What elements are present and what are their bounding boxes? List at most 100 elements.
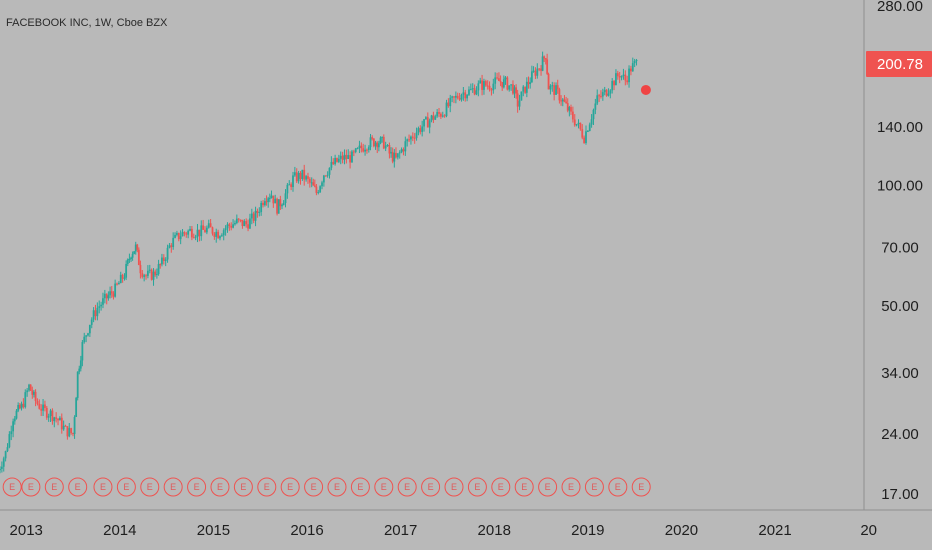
- candle-body: [439, 113, 442, 117]
- earnings-marker[interactable]: E: [187, 477, 207, 497]
- earnings-marker[interactable]: E: [68, 477, 88, 497]
- earnings-marker-label: E: [591, 482, 597, 492]
- candle-body: [262, 202, 264, 206]
- candle-body: [458, 98, 461, 100]
- candle-body: [571, 111, 574, 120]
- candle-body: [498, 78, 500, 82]
- candle-body: [94, 310, 97, 317]
- candle-body: [164, 259, 167, 262]
- candle-body: [453, 96, 455, 98]
- candle-body: [247, 224, 249, 229]
- candle-body: [546, 59, 549, 74]
- earnings-marker[interactable]: E: [444, 477, 464, 497]
- candle-body: [87, 333, 89, 336]
- earnings-marker[interactable]: E: [21, 477, 41, 497]
- earnings-marker[interactable]: E: [44, 477, 64, 497]
- earnings-marker[interactable]: E: [421, 477, 441, 497]
- earnings-marker[interactable]: E: [233, 477, 253, 497]
- earnings-marker-label: E: [9, 482, 15, 492]
- candle-body: [116, 283, 118, 285]
- earnings-marker[interactable]: E: [397, 477, 417, 497]
- candle-body: [466, 94, 469, 99]
- candle-body: [390, 151, 392, 154]
- candle-body: [622, 74, 625, 76]
- earnings-marker[interactable]: E: [257, 477, 277, 497]
- earnings-marker[interactable]: E: [631, 477, 651, 497]
- candle-body: [312, 182, 315, 186]
- earnings-marker[interactable]: E: [561, 477, 581, 497]
- earnings-marker[interactable]: E: [491, 477, 511, 497]
- earnings-marker-circle: [2, 477, 22, 497]
- candle-body: [456, 95, 459, 99]
- earnings-marker[interactable]: E: [304, 477, 324, 497]
- earnings-marker[interactable]: E: [116, 477, 136, 497]
- price-axis[interactable]: 280.00200.00140.00100.0070.0050.0034.002…: [877, 0, 923, 503]
- candle-body: [81, 342, 84, 361]
- earnings-marker-circle: [538, 477, 558, 497]
- candle-body: [345, 154, 348, 160]
- candle-body: [326, 174, 329, 176]
- earnings-marker[interactable]: E: [608, 477, 628, 497]
- earnings-marker[interactable]: E: [140, 477, 160, 497]
- candle-body: [630, 68, 632, 72]
- candle-body: [265, 201, 268, 203]
- candle-body: [356, 148, 359, 150]
- earnings-marker[interactable]: E: [584, 477, 604, 497]
- earnings-marker[interactable]: E: [210, 477, 230, 497]
- candle-body: [573, 119, 576, 126]
- candle-body: [468, 89, 470, 95]
- candle-body: [349, 155, 351, 163]
- projection-marker[interactable]: [640, 84, 651, 95]
- candle-body: [525, 81, 528, 93]
- time-axis[interactable]: 2013 2014 2015 2016 2017 2018 2019 2020 2021 20: [10, 522, 878, 539]
- candle-body: [631, 63, 634, 72]
- earnings-marker[interactable]: E: [2, 477, 22, 497]
- candle-body: [534, 70, 537, 76]
- earnings-marker[interactable]: E: [327, 477, 347, 497]
- candle-body: [234, 222, 236, 225]
- earnings-marker[interactable]: E: [374, 477, 394, 497]
- candle-body: [379, 137, 382, 144]
- earnings-marker-circle: [140, 477, 160, 497]
- earnings-marker-circle: [421, 477, 441, 497]
- candle-body: [477, 83, 480, 91]
- candle-body: [36, 400, 39, 404]
- candle-body: [42, 404, 44, 411]
- time-tick-label: 2015: [197, 522, 230, 539]
- candle-body: [18, 405, 21, 409]
- candle-body: [451, 96, 454, 98]
- candle-body: [268, 197, 271, 199]
- earnings-marker-label: E: [147, 482, 153, 492]
- candle-body: [202, 225, 205, 230]
- candle-body: [492, 83, 495, 91]
- earnings-marker[interactable]: E: [163, 477, 183, 497]
- candles-layer: [0, 51, 638, 474]
- earnings-marker[interactable]: E: [538, 477, 558, 497]
- earnings-marker[interactable]: E: [93, 477, 113, 497]
- candle-body: [24, 392, 27, 408]
- candle-body: [321, 182, 323, 187]
- earnings-marker-circle: [444, 477, 464, 497]
- candle-body: [68, 428, 71, 437]
- candle-body: [40, 408, 43, 411]
- candle-body: [192, 237, 195, 239]
- earnings-marker-label: E: [404, 482, 410, 492]
- candle-body: [166, 247, 169, 260]
- earnings-marker-circle: [327, 477, 347, 497]
- candle-body: [449, 97, 452, 107]
- candle-body: [279, 199, 282, 207]
- earnings-marker-label: E: [334, 482, 340, 492]
- earnings-marker[interactable]: E: [280, 477, 300, 497]
- candle-body: [609, 90, 612, 94]
- candle-body: [126, 259, 129, 264]
- candle-body: [179, 236, 182, 240]
- candle-body: [366, 149, 368, 151]
- earnings-marker[interactable]: E: [514, 477, 534, 497]
- earnings-marker[interactable]: E: [467, 477, 487, 497]
- candle-body: [10, 431, 13, 435]
- earnings-marker[interactable]: E: [350, 477, 370, 497]
- earnings-marker-circle: [584, 477, 604, 497]
- time-tick-label: 2018: [478, 522, 511, 539]
